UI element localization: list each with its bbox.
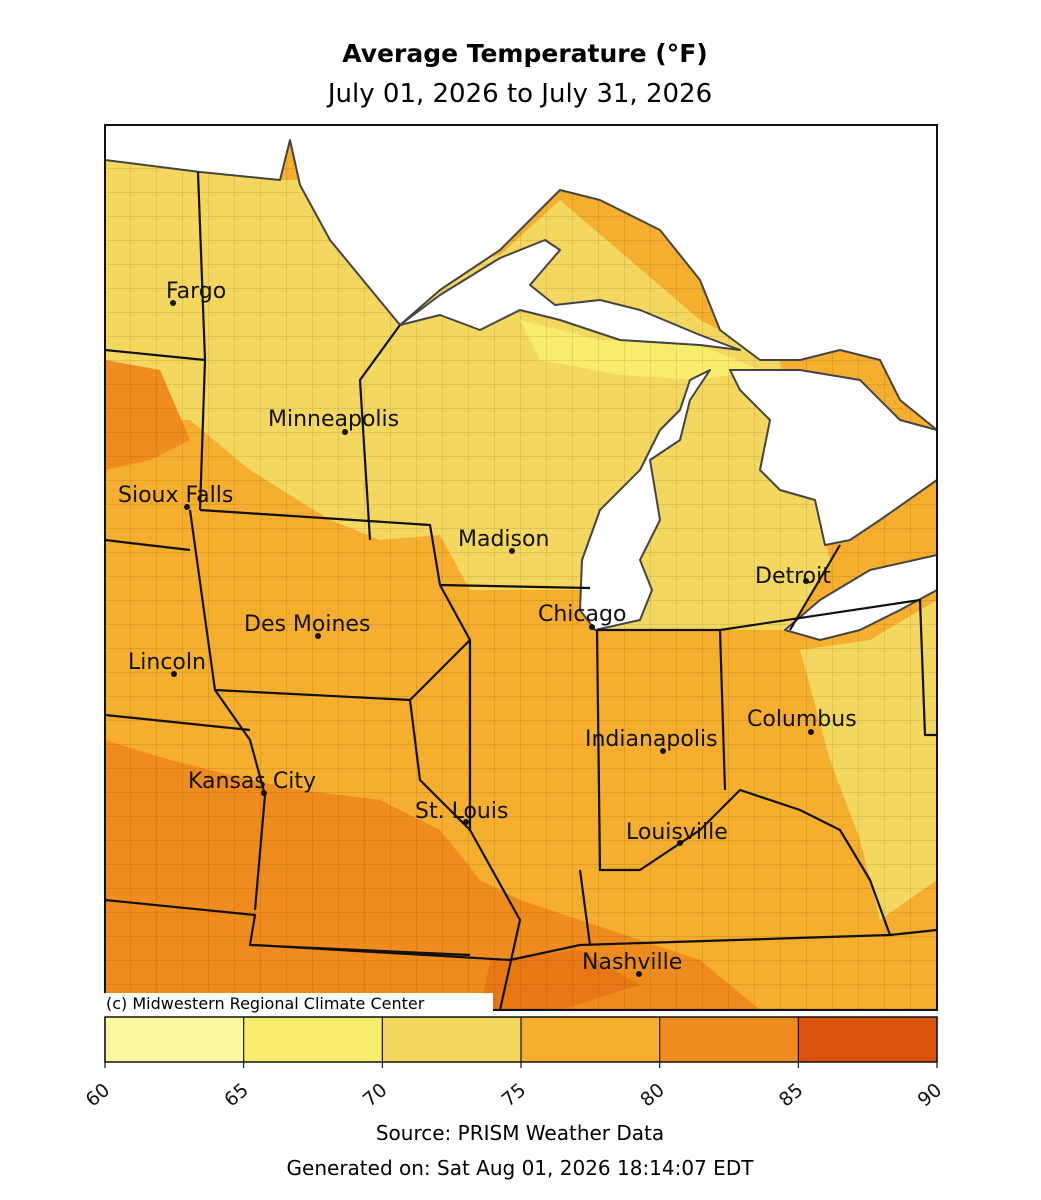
city-label: Indianapolis <box>585 727 718 752</box>
colorbar-segment <box>521 1017 660 1062</box>
city-dot <box>171 671 177 677</box>
city-dot <box>315 633 321 639</box>
city-label: Fargo <box>166 279 226 304</box>
city-label: Madison <box>458 527 549 552</box>
city-label: Columbus <box>747 707 857 732</box>
colorbar-tick-label: 80 <box>636 1079 669 1111</box>
city-label: Nashville <box>582 950 682 975</box>
subtitle: July 01, 2026 to July 31, 2026 <box>326 79 712 109</box>
city-dot <box>803 578 809 584</box>
city-dot <box>170 300 176 306</box>
colorbar-segment <box>105 1017 244 1062</box>
lake-huron <box>729 369 937 546</box>
colorbar-tick-label: 60 <box>82 1079 115 1111</box>
colorbar-tick-label: 75 <box>498 1079 531 1111</box>
city-label: Sioux Falls <box>118 483 233 508</box>
city-dot <box>589 624 595 630</box>
colorbar-segment <box>798 1017 937 1062</box>
city-label: Lincoln <box>128 650 206 675</box>
city-label: Des Moines <box>244 612 370 637</box>
colorbar: 60 65 70 75 80 85 90 <box>82 1016 947 1111</box>
lake-erie <box>784 554 937 641</box>
colorbar-segment <box>659 1017 799 1062</box>
city-dot <box>660 748 666 754</box>
city-label: Detroit <box>755 564 831 589</box>
city-dot <box>808 729 814 735</box>
city-dot <box>509 548 515 554</box>
map-area <box>105 125 937 1010</box>
city-label: Minneapolis <box>268 407 399 432</box>
lake-superior <box>399 239 741 351</box>
city-labels: Fargo Minneapolis Sioux Falls Madison Detroi… <box>118 279 857 977</box>
colorbar-tick-label: 65 <box>220 1079 253 1111</box>
city-label: St. Louis <box>415 799 508 824</box>
colorbar-tick-label: 70 <box>359 1079 392 1111</box>
city-dot <box>261 790 267 796</box>
generated-on: Generated on: Sat Aug 01, 2026 18:14:07 … <box>287 1156 755 1180</box>
credit-box <box>103 993 493 1013</box>
colorbar-tick-label: 85 <box>775 1079 808 1111</box>
city-label: Chicago <box>538 602 626 627</box>
colorbar-segment <box>382 1017 521 1062</box>
city-dot <box>677 840 683 846</box>
city-label: Louisville <box>626 820 728 845</box>
city-dot <box>463 819 469 825</box>
colorbar-segment <box>243 1017 383 1062</box>
credit: (c) Midwestern Regional Climate Center <box>106 994 425 1013</box>
city-dot <box>184 504 190 510</box>
colorbar-tick-label: 90 <box>914 1079 947 1111</box>
canada <box>105 125 937 431</box>
city-dot <box>636 971 642 977</box>
city-dot <box>342 429 348 435</box>
state-borders <box>105 171 937 1010</box>
map-frame <box>104 124 938 1011</box>
city-label: Kansas City <box>188 769 316 794</box>
source: Source: PRISM Weather Data <box>376 1121 664 1145</box>
lake-michigan <box>579 369 711 631</box>
title: Average Temperature (°F) <box>342 39 707 68</box>
